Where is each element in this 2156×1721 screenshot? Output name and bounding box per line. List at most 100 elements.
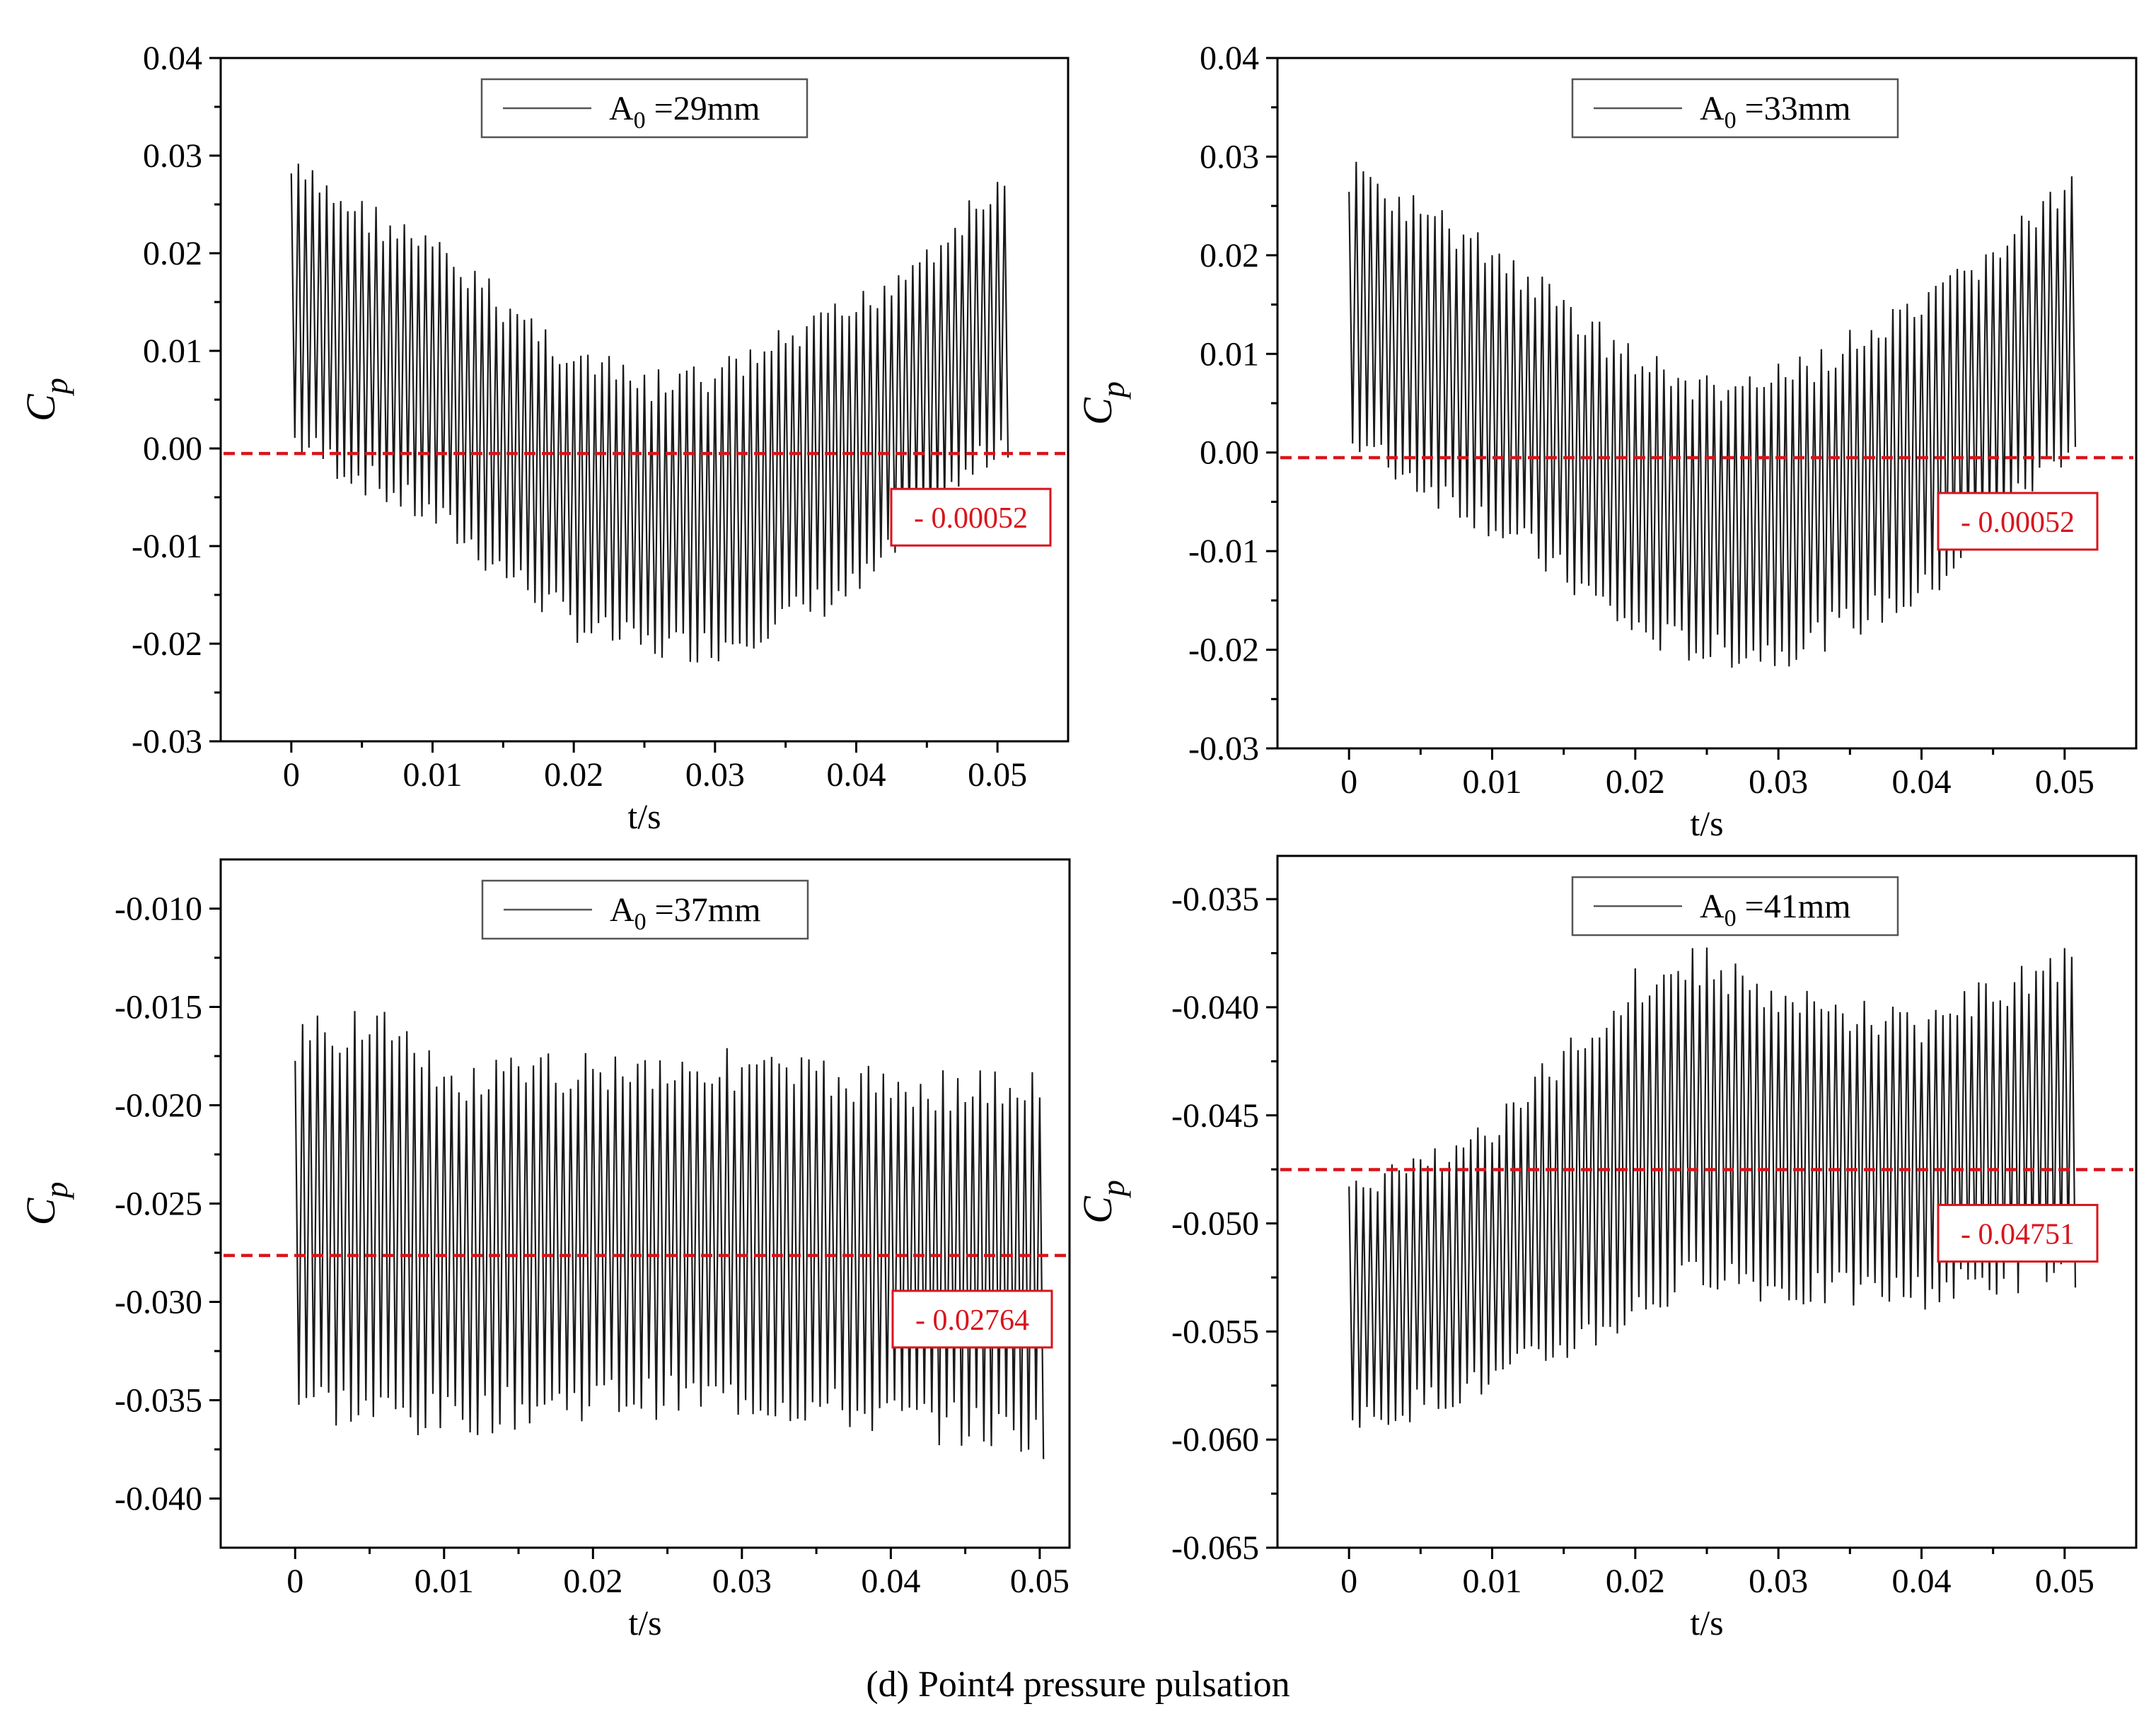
y-axis-label: Cp xyxy=(1074,1180,1131,1224)
series-line xyxy=(1348,161,2077,668)
legend-label-suffix: =33mm xyxy=(1737,90,1851,127)
legend-label-suffix: =29mm xyxy=(646,90,760,127)
y-tick-label: 0.02 xyxy=(143,235,202,272)
y-tick-label: 0.03 xyxy=(1200,138,1259,175)
legend-label-sub: 0 xyxy=(634,108,646,134)
legend-label-sub: 0 xyxy=(634,909,647,935)
x-tick-label: 0.01 xyxy=(1463,1563,1522,1600)
y-axis-label-main: C xyxy=(1074,1195,1120,1224)
y-tick-label: -0.040 xyxy=(115,1480,202,1518)
mean-value-label: - 0.02764 xyxy=(915,1304,1029,1337)
x-tick-label: 0.05 xyxy=(2035,763,2094,801)
legend-label: A0 =33mm xyxy=(1700,90,1850,134)
y-tick-label: 0.01 xyxy=(143,332,202,370)
y-tick-label: -0.03 xyxy=(1188,730,1259,767)
y-tick-label: -0.02 xyxy=(132,625,202,663)
y-tick-label: -0.030 xyxy=(115,1284,202,1321)
y-tick-label: -0.020 xyxy=(115,1087,202,1125)
x-tick-label: 0 xyxy=(1340,763,1357,801)
x-tick-label: 0.05 xyxy=(968,756,1027,794)
y-axis-label-sub: p xyxy=(38,378,74,396)
series-line xyxy=(1348,947,2077,1428)
y-tick-label: -0.01 xyxy=(132,528,202,565)
legend: A0 =33mm xyxy=(1571,78,1899,139)
mean-value-label: - 0.04751 xyxy=(1961,1218,2075,1251)
y-tick-label: -0.01 xyxy=(1188,533,1259,570)
legend: A0 =41mm xyxy=(1571,876,1899,937)
legend-label-sub: 0 xyxy=(1725,108,1737,134)
y-tick-label: -0.040 xyxy=(1171,989,1259,1026)
legend-label-suffix: =41mm xyxy=(1737,888,1851,925)
x-tick-label: 0.04 xyxy=(1892,1563,1952,1600)
y-tick-label: 0.02 xyxy=(1200,237,1259,274)
x-tick-label: 0.02 xyxy=(563,1563,622,1600)
y-tick-label: -0.035 xyxy=(115,1382,202,1420)
y-axis-label-main: C xyxy=(18,1197,64,1225)
x-tick-label: 0.04 xyxy=(1892,763,1952,801)
x-tick-label: 0.01 xyxy=(415,1563,474,1600)
y-axis-label-main: C xyxy=(1074,397,1120,425)
y-tick-label: -0.050 xyxy=(1171,1205,1259,1243)
y-axis-label-sub: p xyxy=(38,1182,74,1200)
x-tick-label: 0.01 xyxy=(1463,763,1522,801)
y-tick-label: 0.03 xyxy=(143,137,202,175)
x-tick-label: 0.03 xyxy=(1749,1563,1808,1600)
x-tick-label: 0 xyxy=(1340,1563,1357,1600)
y-axis-label: Cp xyxy=(1074,381,1131,425)
y-axis-label-sub: p xyxy=(1095,1180,1131,1198)
y-tick-label: -0.015 xyxy=(115,989,202,1026)
mean-value-label: - 0.00052 xyxy=(914,502,1028,535)
x-tick-label: 0.01 xyxy=(403,756,463,794)
y-tick-label: -0.03 xyxy=(132,723,202,760)
x-tick-label: 0 xyxy=(283,756,300,794)
x-tick-label: 0.02 xyxy=(1606,763,1665,801)
y-tick-label: 0.01 xyxy=(1200,335,1259,373)
mean-value-box xyxy=(1937,1203,2099,1263)
y-tick-label: -0.045 xyxy=(1171,1097,1259,1135)
x-tick-label: 0.03 xyxy=(1749,763,1808,801)
y-axis-label-main: C xyxy=(18,393,64,422)
y-tick-label: -0.010 xyxy=(115,891,202,928)
y-tick-label: 0.00 xyxy=(143,430,202,468)
mean-value-box xyxy=(1937,492,2099,551)
mean-value-label: - 0.00052 xyxy=(1961,506,2075,539)
y-tick-label: -0.060 xyxy=(1171,1421,1259,1459)
x-axis-label: t/s xyxy=(628,1603,661,1642)
y-tick-label: -0.065 xyxy=(1171,1529,1259,1567)
x-axis-label: t/s xyxy=(1690,804,1723,843)
x-tick-label: 0.05 xyxy=(2035,1563,2094,1600)
legend-label: A0 =29mm xyxy=(609,90,760,134)
y-tick-label: -0.02 xyxy=(1188,632,1259,669)
legend-label: A0 =41mm xyxy=(1700,888,1850,932)
y-axis-label-sub: p xyxy=(1095,381,1131,400)
chart-panel-bottom-left: - 0.02764 -0.040 -0.035 -0.030 -0.025 -0.020 -… xyxy=(18,858,1071,1642)
series-line xyxy=(294,1011,1045,1459)
chart-panel-bottom-right: - 0.04751 -0.065 -0.060 -0.055 -0.050 -0.045 -… xyxy=(1074,854,2138,1642)
legend: A0 =37mm xyxy=(481,879,809,940)
x-tick-label: 0.03 xyxy=(712,1563,772,1600)
legend-label-prefix: A xyxy=(1700,90,1725,127)
mean-value-box xyxy=(891,1290,1053,1349)
x-tick-label: 0.05 xyxy=(1010,1563,1070,1600)
x-tick-label: 0 xyxy=(286,1563,303,1600)
chart-panel-top-right: - 0.00052 -0.03 -0.02 -0.01 0.00 0.01 0.02 0.03… xyxy=(1074,40,2138,843)
y-tick-label: 0.00 xyxy=(1200,434,1259,472)
y-tick-label: -0.025 xyxy=(115,1186,202,1223)
legend-label-prefix: A xyxy=(610,891,634,929)
chart-panel-top-left: - 0.00052 -0.03 -0.02 -0.01 0.00 0.01 0.02 0.03… xyxy=(18,40,1070,836)
series-line xyxy=(290,163,1009,663)
x-axis-label: t/s xyxy=(1690,1603,1723,1642)
legend-label-prefix: A xyxy=(1700,888,1725,925)
y-tick-label: -0.055 xyxy=(1171,1313,1259,1350)
y-tick-label: 0.04 xyxy=(143,40,202,77)
x-axis-label: t/s xyxy=(627,796,661,836)
legend: A0 =29mm xyxy=(480,78,808,139)
y-axis-label: Cp xyxy=(18,378,74,422)
figure-caption: (d) Point4 pressure pulsation xyxy=(866,1664,1290,1705)
x-tick-label: 0.04 xyxy=(827,756,886,794)
legend-label-prefix: A xyxy=(609,90,634,127)
x-tick-label: 0.02 xyxy=(1606,1563,1665,1600)
y-axis-label: Cp xyxy=(18,1182,74,1226)
legend-label-suffix: =37mm xyxy=(647,891,761,929)
